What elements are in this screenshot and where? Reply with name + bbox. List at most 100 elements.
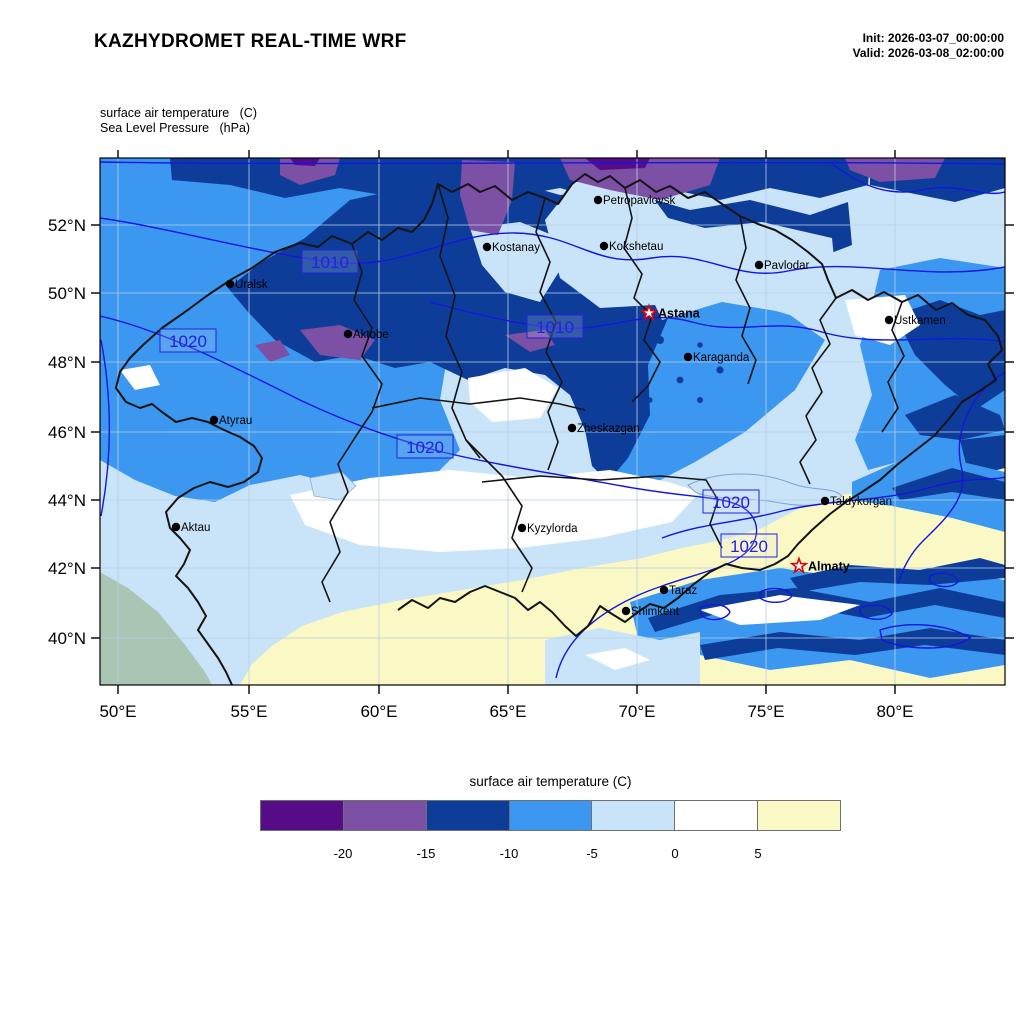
pressure-label-text: 1020 (712, 493, 750, 512)
subtitle-temperature: surface air temperature (C) (100, 106, 257, 120)
city-marker: Astana (639, 303, 701, 322)
lon-tick-label: 60°E (360, 702, 397, 720)
isobar-contours (100, 161, 1005, 679)
city-label: Taraz (669, 585, 697, 597)
pressure-label-box (396, 434, 454, 459)
colorbar-tick-label: 0 (671, 846, 679, 861)
init-time: Init: 2026-03-07_00:00:00 (862, 31, 1004, 45)
lon-tick-label: 70°E (618, 702, 655, 720)
city-dot-icon (225, 279, 235, 289)
city-dot-icon (884, 315, 894, 325)
lat-tick-label: 46°N (48, 423, 86, 442)
pressure-label-text: 1010 (536, 318, 574, 337)
pressure-label-box (301, 249, 359, 274)
city-label: Taldykorgan (830, 496, 892, 508)
city-label: Aktau (181, 522, 210, 534)
field-subtitle: surface air temperature (C) Sea Level Pr… (100, 106, 257, 136)
city-marker: Aktau (171, 522, 210, 534)
city-label: Shimkent (631, 606, 680, 618)
page-title: KAZHYDROMET REAL-TIME WRF (94, 31, 407, 52)
lat-tick-label: 48°N (48, 353, 86, 372)
colorbar-segment (592, 801, 676, 830)
lat-tick-label: 42°N (48, 559, 86, 578)
city-label: Kostanay (492, 242, 540, 254)
colorbar (260, 800, 841, 831)
pressure-label: 1020 (396, 434, 454, 459)
pressure-label-box (526, 314, 584, 339)
city-label: Kokshetau (609, 241, 663, 253)
lat-tick-label: 40°N (48, 629, 86, 648)
colorbar-segment (261, 801, 344, 830)
city-marker: Kyzylorda (517, 523, 578, 535)
lon-tick-label: 75°E (747, 702, 784, 720)
city-dot-icon (683, 352, 693, 362)
city-dot-icon (209, 415, 219, 425)
pressure-label-text: 1020 (169, 332, 207, 351)
pressure-label-text: 1020 (730, 537, 768, 556)
city-label: Petropavlovsk (603, 195, 675, 207)
city-label: Almaty (808, 560, 850, 574)
star-icon (639, 303, 659, 322)
city-label: Kyzylorda (527, 523, 578, 535)
run-info: Init: 2026-03-07_00:00:00 Valid: 2026-03… (853, 31, 1004, 61)
city-marker: Kostanay (482, 242, 540, 254)
country-borders (115, 173, 1003, 685)
city-marker: Aktobe (343, 329, 389, 341)
valid-time: Valid: 2026-03-08_02:00:00 (852, 46, 1004, 60)
city-marker: Taldykorgan (820, 496, 892, 508)
colorbar-title: surface air temperature (C) (469, 774, 632, 789)
city-dot-icon (621, 606, 631, 616)
pressure-label: 1020 (159, 328, 217, 353)
city-marker: Uralsk (225, 279, 268, 291)
graticule (100, 158, 1005, 685)
star-icon (789, 556, 809, 575)
pressure-label-box (720, 533, 778, 558)
city-dot-icon (599, 241, 609, 251)
city-marker: Zheskazgan (567, 423, 640, 435)
pressure-label-box (702, 489, 760, 514)
pressure-label-text: 1010 (311, 253, 349, 272)
colorbar-segment (343, 801, 427, 830)
colorbar-segment (426, 801, 510, 830)
lat-tick-label: 50°N (48, 284, 86, 303)
city-label: Pavlodar (764, 260, 810, 272)
city-label: Uralsk (235, 279, 268, 291)
city-marker: Pavlodar (754, 260, 810, 272)
axis-ticks-and-labels: 50°E 55°E 60°E 65°E 70°E 75°E 80°E 52°N 50°N 48°N… (48, 150, 1014, 720)
city-dot-icon (482, 242, 492, 252)
colorbar-segment (758, 801, 841, 830)
colorbar-tick-label: 5 (754, 846, 762, 861)
city-dot-icon (754, 260, 764, 270)
city-dot-icon (659, 585, 669, 595)
city-label: Atyrau (219, 415, 252, 427)
colorbar-tick-label: -15 (416, 846, 436, 861)
city-label: Karaganda (693, 352, 750, 364)
colorbar-segment (509, 801, 593, 830)
city-marker: Taraz (659, 585, 697, 597)
city-marker: Almaty (789, 556, 850, 575)
colorbar-tick-label: -5 (586, 846, 598, 861)
colorbar-tick-labels: -20 -15 -10 -5 0 5 (260, 846, 841, 866)
city-markers: Petropavlovsk Kostanay Kokshetau Pavlodar Ur… (171, 195, 946, 618)
city-dot-icon (567, 423, 577, 433)
colorbar-tick-label: -20 (333, 846, 353, 861)
colorbar-tick-label: -10 (499, 846, 519, 861)
lat-tick-label: 52°N (48, 216, 86, 235)
lat-tick-label: 44°N (48, 491, 86, 510)
pressure-label: 1010 (301, 249, 359, 274)
city-label: Astana (658, 307, 701, 321)
lon-tick-label: 50°E (99, 702, 136, 720)
pressure-labels: 1010 1010 1020 1020 1020 1020 (159, 249, 778, 558)
city-label: Aktobe (353, 329, 389, 341)
city-label: Zheskazgan (577, 423, 640, 435)
city-marker: Petropavlovsk (593, 195, 675, 207)
city-marker: Atyrau (209, 415, 252, 427)
city-dot-icon (820, 496, 830, 506)
pressure-label: 1020 (702, 489, 760, 514)
lon-tick-label: 80°E (876, 702, 913, 720)
pressure-label: 1020 (720, 533, 778, 558)
city-dot-icon (343, 329, 353, 339)
pressure-label-box (159, 328, 217, 353)
city-label: Ustkamen (894, 315, 946, 327)
colorbar-segment (675, 801, 759, 830)
